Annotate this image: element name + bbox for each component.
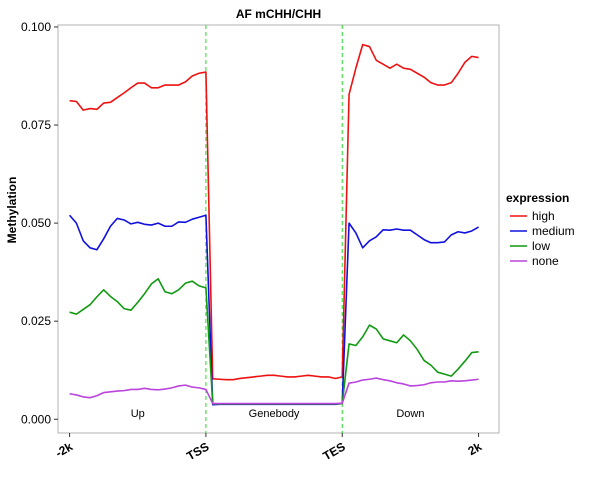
series-line-high [69,43,479,381]
series-line-none [69,377,479,405]
legend-label-high: high [532,209,555,223]
y-axis-title: Methylation [5,177,19,244]
chart-title: AF mCHH/CHH [236,7,321,21]
y-tick-label: 0.100 [21,20,51,34]
y-tick-label: 0.000 [21,412,51,426]
x-axis: -2k TSS TES 2k [53,433,484,463]
region-label-group: Up Genebody Down [131,408,425,420]
region-label-down: Down [396,408,424,420]
region-label-up: Up [131,408,145,420]
series-group [68,43,479,406]
x-tick-label-tes: TES [321,439,348,463]
legend-label-low: low [532,239,550,253]
plot-border [57,24,500,434]
legend-label-medium: medium [532,224,575,238]
legend-title: expression [506,191,569,205]
y-tick-label: 0.050 [21,216,51,230]
legend-label-none: none [532,254,559,268]
x-tick-label-minus-2k: -2k [53,439,75,460]
x-tick-label-2k: 2k [465,439,484,458]
region-label-genebody: Genebody [249,408,300,420]
x-tick-label-tss: TSS [184,439,211,463]
y-tick-label: 0.025 [21,314,51,328]
y-tick-label: 0.075 [21,118,51,132]
y-axis: 0.000 0.025 0.050 0.075 0.100 [21,20,58,426]
